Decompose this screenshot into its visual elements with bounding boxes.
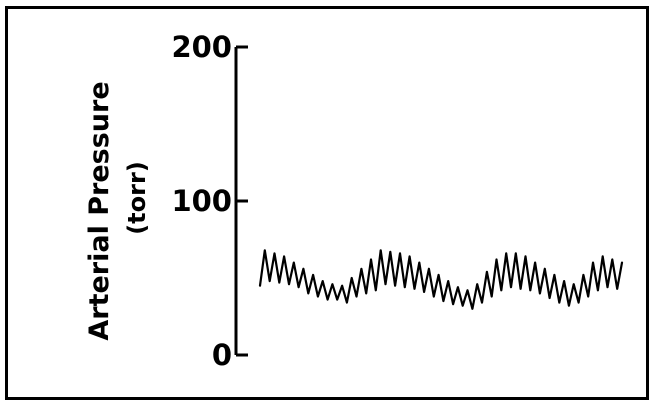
y-tick-label-100: 100	[171, 184, 232, 218]
y-tick-label-0: 0	[212, 338, 232, 372]
y-axis-unit-label: (torr)	[123, 161, 151, 235]
y-tick-labels: 0 100 200	[171, 30, 232, 372]
series-group	[258, 249, 624, 310]
y-axis-label-group: Arterial Pressure (torr)	[84, 81, 151, 340]
pressure-trace-line	[258, 249, 624, 310]
y-axis-label: Arterial Pressure	[84, 81, 115, 340]
figure-frame	[5, 6, 649, 400]
y-tick-label-200: 200	[171, 30, 232, 64]
y-axis	[234, 45, 248, 357]
